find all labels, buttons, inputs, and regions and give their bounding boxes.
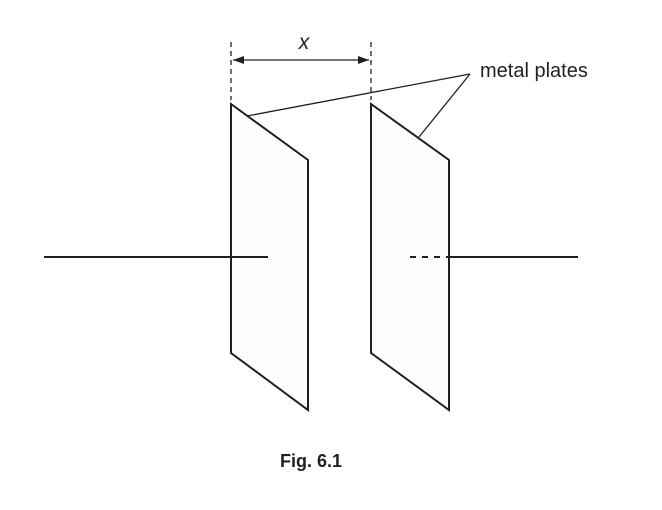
separation-label: x [298, 31, 311, 54]
leader-line-right-plate [418, 73, 471, 138]
figure-caption: Fig. 6.1 [280, 451, 342, 471]
metal-plates-label: metal plates [480, 60, 588, 82]
leader-line-left-plate [246, 73, 471, 117]
left-metal-plate [230, 102, 309, 412]
